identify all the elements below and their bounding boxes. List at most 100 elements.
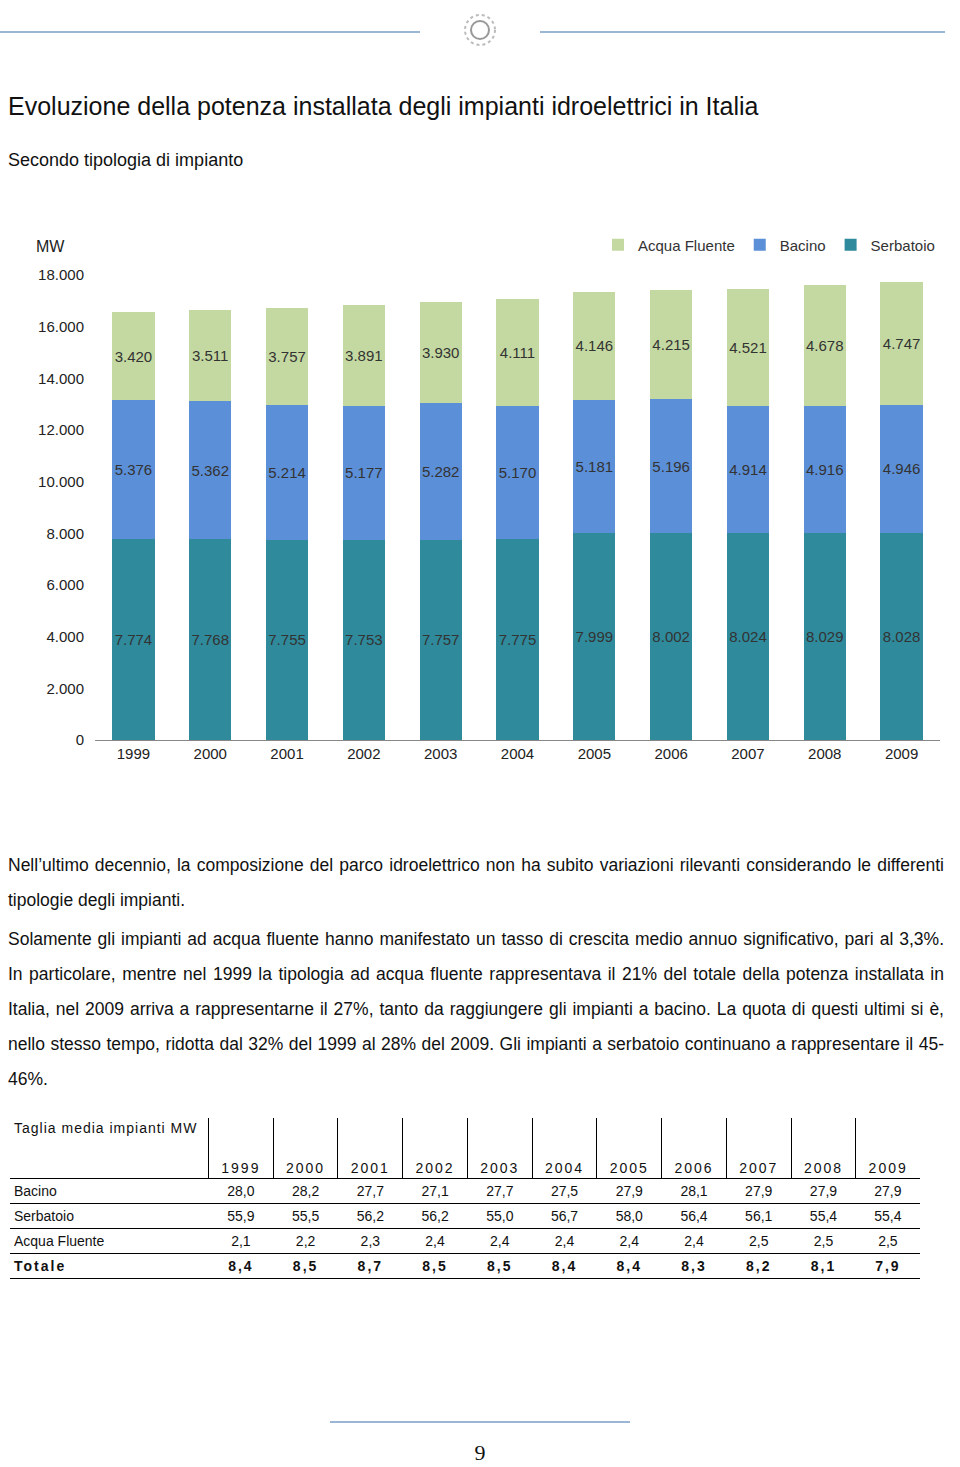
html-text:56,7: 56,7 bbox=[550, 1208, 579, 1224]
svg-text:7.774: 7.774 bbox=[115, 631, 153, 648]
svg-text:Bacino: Bacino bbox=[780, 237, 826, 254]
html-text:1999: 1999 bbox=[221, 1160, 261, 1176]
html-text:2,1: 2,1 bbox=[231, 1233, 251, 1249]
svg-text:4.946: 4.946 bbox=[883, 460, 921, 477]
html-text:Bacino: Bacino bbox=[14, 1183, 57, 1199]
svg-text:7.999: 7.999 bbox=[576, 628, 614, 645]
svg-text:3.420: 3.420 bbox=[115, 348, 153, 365]
svg-text:14.000: 14.000 bbox=[38, 370, 84, 387]
svg-text:5.170: 5.170 bbox=[499, 464, 537, 481]
svg-text:3.757: 3.757 bbox=[268, 348, 306, 365]
svg-text:2.000: 2.000 bbox=[46, 680, 84, 697]
svg-text:5.177: 5.177 bbox=[345, 464, 383, 481]
svg-text:2008: 2008 bbox=[808, 745, 841, 762]
html-text:28,1: 28,1 bbox=[680, 1183, 708, 1199]
svg-text:7.753: 7.753 bbox=[345, 631, 383, 648]
html-text:28,0: 28,0 bbox=[227, 1183, 255, 1199]
html-text:Serbatoio: Serbatoio bbox=[14, 1208, 74, 1224]
svg-text:4.146: 4.146 bbox=[576, 337, 614, 354]
svg-text:8.028: 8.028 bbox=[883, 628, 921, 645]
html-text:56,2: 56,2 bbox=[421, 1208, 449, 1224]
html-text:2008: 2008 bbox=[803, 1160, 843, 1176]
svg-text:8.000: 8.000 bbox=[46, 525, 84, 542]
html-text:55,0: 55,0 bbox=[486, 1208, 514, 1224]
html-text:Nell’ultimo decennio, la compo: Nell’ultimo decennio, la composizione de… bbox=[8, 855, 944, 910]
svg-text:3.930: 3.930 bbox=[422, 344, 460, 361]
svg-text:3.511: 3.511 bbox=[192, 347, 228, 364]
svg-text:10.000: 10.000 bbox=[38, 473, 84, 490]
svg-text:0: 0 bbox=[76, 731, 84, 748]
html-text:27,9: 27,9 bbox=[809, 1183, 838, 1199]
html-text:Solamente gli impianti ad acqu: Solamente gli impianti ad acqua fluente … bbox=[8, 929, 944, 1089]
svg-text:1999: 1999 bbox=[117, 745, 150, 762]
svg-text:3.891: 3.891 bbox=[345, 347, 383, 364]
html-text:2007: 2007 bbox=[739, 1160, 779, 1176]
svg-text:Serbatoio: Serbatoio bbox=[871, 237, 935, 254]
html-text:Taglia media impianti MW: Taglia media impianti MW bbox=[14, 1120, 198, 1136]
svg-text:Acqua Fluente: Acqua Fluente bbox=[638, 237, 735, 254]
svg-text:5.181: 5.181 bbox=[576, 458, 614, 475]
html-text:2006: 2006 bbox=[674, 1160, 714, 1176]
html-text:55,5: 55,5 bbox=[292, 1208, 320, 1224]
html-text:2005: 2005 bbox=[609, 1160, 649, 1176]
svg-text:2009: 2009 bbox=[885, 745, 918, 762]
html-text:28,2: 28,2 bbox=[292, 1183, 320, 1199]
svg-text:16.000: 16.000 bbox=[38, 318, 84, 335]
svg-text:8.029: 8.029 bbox=[806, 628, 844, 645]
svg-text:5.214: 5.214 bbox=[268, 464, 306, 481]
svg-text:4.747: 4.747 bbox=[883, 335, 921, 352]
svg-text:8.024: 8.024 bbox=[729, 628, 767, 645]
svg-text:4.678: 4.678 bbox=[806, 337, 844, 354]
svg-text:7.775: 7.775 bbox=[499, 631, 537, 648]
svg-text:12.000: 12.000 bbox=[38, 421, 84, 438]
html-text:56,4: 56,4 bbox=[680, 1208, 708, 1224]
svg-text:2002: 2002 bbox=[347, 745, 380, 762]
html-text:2002: 2002 bbox=[415, 1160, 455, 1176]
svg-text:2004: 2004 bbox=[501, 745, 534, 762]
html-text:2009: 2009 bbox=[868, 1160, 908, 1176]
html-text:27,9: 27,9 bbox=[745, 1183, 773, 1199]
svg-text:4.916: 4.916 bbox=[806, 461, 844, 478]
svg-text:2003: 2003 bbox=[424, 745, 457, 762]
svg-text:7.768: 7.768 bbox=[191, 631, 229, 648]
svg-text:18.000: 18.000 bbox=[38, 266, 84, 283]
html-text:55,4: 55,4 bbox=[809, 1208, 838, 1224]
html-text:Evoluzione della potenza insta: Evoluzione della potenza installata degl… bbox=[8, 92, 759, 120]
svg-text:4.111: 4.111 bbox=[500, 344, 535, 361]
html-text:Acqua Fluente: Acqua Fluente bbox=[14, 1233, 105, 1249]
html-text:27,7: 27,7 bbox=[486, 1183, 514, 1199]
html-text:55,9: 55,9 bbox=[227, 1208, 255, 1224]
html-text:2004: 2004 bbox=[545, 1160, 585, 1176]
svg-text:8.002: 8.002 bbox=[652, 628, 690, 645]
svg-text:4.914: 4.914 bbox=[729, 461, 767, 478]
html-text:27,9: 27,9 bbox=[874, 1183, 902, 1199]
html-text:Secondo tipologia di impianto: Secondo tipologia di impianto bbox=[8, 150, 244, 170]
svg-text:4.521: 4.521 bbox=[729, 339, 767, 356]
html-text:2003: 2003 bbox=[480, 1160, 520, 1176]
html-text:27,7: 27,7 bbox=[356, 1183, 384, 1199]
svg-text:2006: 2006 bbox=[654, 745, 687, 762]
html-text:56,1: 56,1 bbox=[745, 1208, 773, 1224]
svg-text:2000: 2000 bbox=[194, 745, 227, 762]
svg-text:5.196: 5.196 bbox=[652, 458, 690, 475]
html-text:27,5: 27,5 bbox=[550, 1183, 579, 1199]
html-text:2000: 2000 bbox=[286, 1160, 326, 1176]
html-text:58,0: 58,0 bbox=[615, 1208, 643, 1224]
svg-text:MW: MW bbox=[36, 238, 65, 255]
svg-text:7.757: 7.757 bbox=[422, 631, 460, 648]
svg-text:5.282: 5.282 bbox=[422, 463, 460, 480]
html-text:2001: 2001 bbox=[350, 1160, 390, 1176]
html-text:56,2: 56,2 bbox=[356, 1208, 384, 1224]
svg-text:4.215: 4.215 bbox=[652, 336, 690, 353]
svg-text:5.376: 5.376 bbox=[115, 461, 153, 478]
svg-text:2005: 2005 bbox=[578, 745, 611, 762]
svg-text:4.000: 4.000 bbox=[46, 628, 84, 645]
html-text:55,4: 55,4 bbox=[874, 1208, 902, 1224]
svg-text:6.000: 6.000 bbox=[46, 576, 84, 593]
html-text:27,9: 27,9 bbox=[615, 1183, 643, 1199]
svg-text:5.362: 5.362 bbox=[191, 462, 229, 479]
svg-text:2001: 2001 bbox=[270, 745, 303, 762]
svg-text:7.755: 7.755 bbox=[268, 631, 306, 648]
svg-text:2007: 2007 bbox=[731, 745, 764, 762]
html-text:27,1: 27,1 bbox=[421, 1183, 449, 1199]
